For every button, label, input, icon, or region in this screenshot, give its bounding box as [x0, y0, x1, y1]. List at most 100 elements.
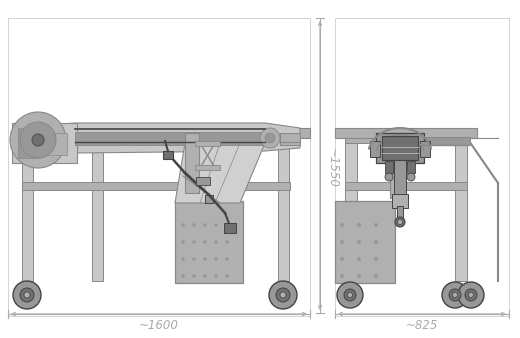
- Circle shape: [203, 240, 207, 244]
- Bar: [390, 133, 404, 198]
- Bar: [345, 138, 357, 281]
- Circle shape: [374, 257, 378, 261]
- Circle shape: [214, 257, 218, 261]
- Circle shape: [385, 173, 393, 181]
- Circle shape: [374, 223, 378, 227]
- Circle shape: [465, 289, 477, 301]
- Circle shape: [280, 292, 286, 298]
- Circle shape: [276, 288, 290, 302]
- Circle shape: [337, 282, 363, 308]
- Circle shape: [265, 133, 275, 143]
- Circle shape: [452, 292, 458, 297]
- Circle shape: [214, 223, 218, 227]
- Bar: [12, 123, 77, 163]
- Circle shape: [347, 292, 353, 297]
- Circle shape: [225, 223, 229, 227]
- Bar: [195, 165, 220, 170]
- Circle shape: [469, 292, 474, 297]
- Bar: [175, 201, 243, 283]
- Circle shape: [269, 281, 297, 309]
- Circle shape: [203, 223, 207, 227]
- Circle shape: [20, 288, 34, 302]
- Circle shape: [214, 274, 218, 278]
- Circle shape: [340, 257, 344, 261]
- Circle shape: [357, 274, 361, 278]
- Circle shape: [192, 274, 196, 278]
- Bar: [22, 139, 33, 281]
- Circle shape: [181, 240, 185, 244]
- Circle shape: [225, 240, 229, 244]
- Bar: [196, 177, 210, 185]
- Bar: [376, 133, 424, 163]
- Polygon shape: [14, 123, 300, 153]
- Bar: [15, 128, 310, 138]
- Circle shape: [192, 240, 196, 244]
- Circle shape: [192, 223, 196, 227]
- Bar: [335, 201, 395, 283]
- Circle shape: [397, 219, 402, 224]
- Bar: [335, 18, 509, 316]
- Circle shape: [10, 112, 66, 168]
- Bar: [392, 194, 408, 208]
- Circle shape: [260, 128, 280, 148]
- Bar: [185, 133, 199, 193]
- Bar: [407, 161, 415, 173]
- Circle shape: [214, 240, 218, 244]
- Bar: [92, 139, 103, 281]
- Bar: [278, 139, 289, 281]
- Text: ~1550: ~1550: [326, 148, 339, 188]
- Bar: [205, 195, 213, 203]
- Circle shape: [442, 282, 468, 308]
- Bar: [345, 182, 467, 190]
- Bar: [18, 128, 38, 158]
- Text: ~1600: ~1600: [139, 319, 179, 332]
- Circle shape: [13, 281, 41, 309]
- Bar: [370, 141, 380, 157]
- Bar: [224, 223, 236, 233]
- Circle shape: [357, 240, 361, 244]
- Circle shape: [181, 257, 185, 261]
- Bar: [385, 161, 393, 173]
- Bar: [382, 136, 418, 160]
- Circle shape: [225, 274, 229, 278]
- Circle shape: [344, 289, 356, 301]
- Circle shape: [395, 217, 405, 227]
- Bar: [335, 128, 477, 138]
- Circle shape: [20, 122, 56, 158]
- Circle shape: [203, 274, 207, 278]
- Circle shape: [192, 257, 196, 261]
- Bar: [394, 160, 406, 198]
- Circle shape: [458, 282, 484, 308]
- Bar: [42, 133, 67, 155]
- Circle shape: [340, 223, 344, 227]
- Circle shape: [449, 289, 461, 301]
- Bar: [455, 138, 467, 281]
- Bar: [192, 139, 203, 281]
- Bar: [195, 141, 220, 146]
- Circle shape: [181, 274, 185, 278]
- Bar: [8, 18, 310, 316]
- Bar: [397, 206, 403, 220]
- Polygon shape: [175, 143, 265, 203]
- Text: ~825: ~825: [406, 319, 438, 332]
- Bar: [415, 137, 470, 145]
- Circle shape: [357, 223, 361, 227]
- Circle shape: [24, 292, 30, 298]
- Circle shape: [374, 240, 378, 244]
- Circle shape: [340, 274, 344, 278]
- Bar: [163, 151, 173, 159]
- Circle shape: [407, 173, 415, 181]
- Circle shape: [32, 134, 44, 146]
- Circle shape: [374, 274, 378, 278]
- Circle shape: [340, 240, 344, 244]
- Bar: [420, 141, 430, 157]
- Circle shape: [357, 257, 361, 261]
- Bar: [22, 182, 290, 190]
- Polygon shape: [75, 132, 265, 145]
- Circle shape: [181, 223, 185, 227]
- Bar: [280, 133, 300, 145]
- Circle shape: [225, 257, 229, 261]
- Circle shape: [203, 257, 207, 261]
- Bar: [345, 137, 467, 143]
- Bar: [22, 136, 290, 143]
